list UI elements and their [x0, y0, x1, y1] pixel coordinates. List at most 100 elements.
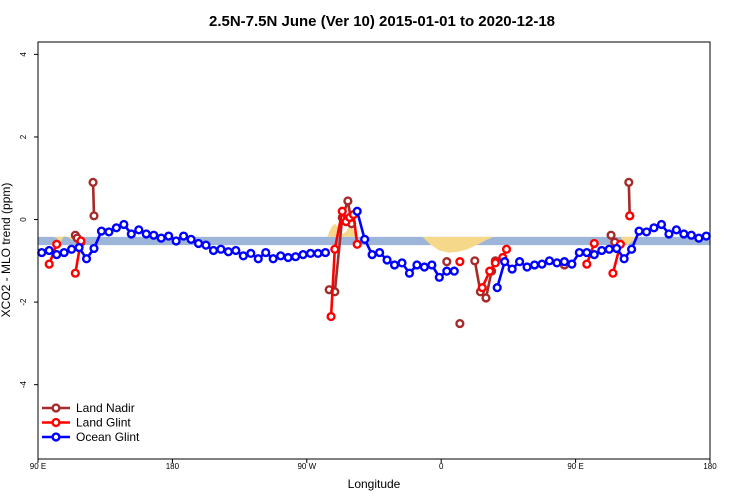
ocean-glint-point	[104, 227, 114, 237]
ocean-glint-point	[500, 257, 510, 267]
chart-title: 2.5N-7.5N June (Ver 10) 2015-01-01 to 20…	[209, 13, 555, 30]
ocean-glint-point	[96, 226, 107, 236]
y-axis: 4 2 0 -2 -4	[19, 52, 38, 388]
ocean-glint-point	[412, 260, 422, 270]
series-ocean-glint	[37, 206, 711, 293]
ocean-glint-point	[320, 247, 331, 258]
land-glint-point	[70, 268, 80, 278]
land-nadir-point	[470, 256, 480, 266]
land-nadir-point	[481, 293, 491, 303]
ocean-glint-point	[567, 259, 577, 269]
ocean-glint-point	[238, 251, 248, 261]
ocean-glint-point	[375, 247, 385, 258]
ocean-glint-point	[231, 245, 241, 256]
ocean-glint-point	[649, 223, 659, 233]
ocean-glint-point	[597, 245, 607, 256]
ocean-glint-point	[559, 257, 570, 267]
ocean-glint-point	[626, 244, 637, 254]
legend-marker-land-nadir	[51, 403, 61, 413]
ocean-glint-point	[360, 234, 370, 244]
ocean-glint-point	[529, 260, 540, 270]
x-tick-label: 90 W	[297, 462, 316, 471]
ocean-glint-point	[164, 231, 174, 241]
ocean-glint-point	[434, 272, 444, 282]
ocean-glint-point	[134, 225, 144, 235]
land-glint-point	[477, 283, 487, 293]
land-glint-point	[608, 268, 618, 278]
y-tick-label: -2	[19, 298, 28, 306]
y-tick-label: 2	[19, 134, 28, 139]
ocean-glint-point	[522, 262, 532, 272]
ocean-glint-point	[574, 247, 584, 258]
ocean-glint-point	[656, 219, 667, 230]
ocean-glint-point	[537, 259, 547, 269]
land-glint-point	[582, 259, 592, 269]
x-axis-label: Longitude	[348, 477, 401, 491]
land-nadir-line-1	[91, 182, 96, 216]
ocean-glint-point	[186, 234, 196, 244]
ocean-glint-point	[111, 223, 122, 233]
ocean-glint-point	[208, 245, 219, 256]
legend-marker-ocean-glint	[51, 432, 61, 442]
plot-area	[37, 177, 711, 329]
land-glint-point	[52, 239, 62, 249]
ocean-glint-point	[367, 250, 377, 260]
ocean-glint-point	[514, 257, 525, 267]
ocean-glint-point	[604, 244, 614, 254]
land-nadir-line-8	[627, 182, 632, 216]
ocean-glint-point	[156, 233, 166, 243]
ocean-glint-point	[74, 243, 84, 253]
x-tick-label: 90 E	[567, 462, 583, 471]
ocean-glint-point	[276, 251, 286, 261]
ocean-glint-point	[352, 206, 362, 216]
land-fill-region-2	[422, 236, 494, 253]
ocean-glint-point	[298, 250, 308, 260]
ocean-glint-point	[664, 229, 674, 239]
ocean-glint-point	[179, 231, 189, 241]
ocean-glint-point	[44, 245, 54, 256]
ocean-glint-point	[216, 244, 226, 254]
ocean-glint-point	[201, 240, 211, 250]
land-glint-point	[337, 206, 347, 216]
land-nadir-point	[88, 177, 98, 187]
series-land-glint	[44, 206, 635, 322]
ocean-glint-point	[701, 231, 711, 241]
ocean-glint-point	[223, 247, 234, 257]
ocean-glint-point	[141, 229, 151, 239]
land-nadir-point	[624, 177, 634, 187]
ocean-glint-point	[283, 252, 293, 263]
ocean-glint-point	[268, 254, 278, 264]
land-glint-point	[44, 259, 54, 269]
ocean-glint-point	[589, 250, 599, 260]
ocean-glint-point	[404, 268, 415, 278]
ocean-glint-point	[59, 247, 69, 258]
x-tick-label: 180	[703, 462, 717, 471]
ocean-glint-point	[37, 247, 47, 258]
ocean-glint-point	[126, 229, 136, 239]
land-nadir-point	[455, 318, 465, 329]
ocean-glint-point	[246, 248, 256, 258]
ocean-glint-point	[449, 266, 459, 276]
ocean-glint-point	[313, 248, 323, 258]
land-glint-point	[352, 239, 362, 249]
land-glint-point	[326, 311, 336, 322]
legend-label-land-glint: Land Glint	[76, 416, 131, 430]
ocean-glint-point	[686, 230, 696, 240]
ocean-glint-point	[382, 255, 392, 265]
x-axis: 90 E 180 90 W 0 90 E 180	[30, 459, 717, 471]
ocean-glint-point	[193, 238, 204, 249]
land-glint-point	[625, 211, 635, 221]
ocean-glint-point	[261, 247, 271, 258]
x-tick-label: 0	[439, 462, 444, 471]
ocean-glint-point	[552, 258, 562, 268]
ocean-glint-point	[694, 233, 704, 243]
ocean-glint-point	[149, 230, 159, 240]
ocean-glint-point	[52, 250, 62, 260]
x-tick-label: 90 E	[30, 462, 46, 471]
land-fill-region-1	[327, 223, 361, 237]
land-glint-point	[490, 258, 500, 268]
land-glint-point	[485, 266, 495, 276]
land-glint-point	[455, 257, 465, 267]
land-glint-point	[501, 244, 512, 254]
